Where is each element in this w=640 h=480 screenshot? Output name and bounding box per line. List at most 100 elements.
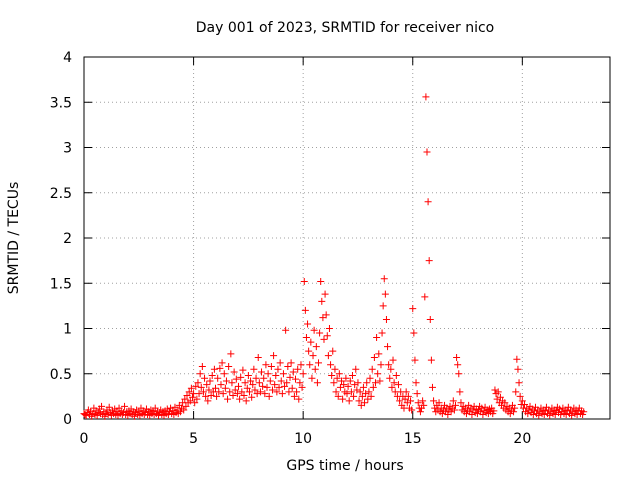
data-point bbox=[535, 411, 543, 419]
data-point bbox=[186, 397, 194, 405]
data-point bbox=[381, 290, 389, 298]
data-point bbox=[263, 383, 271, 391]
data-point bbox=[227, 350, 235, 358]
data-point bbox=[241, 379, 249, 387]
data-point bbox=[251, 386, 259, 394]
data-point bbox=[384, 343, 392, 351]
data-point bbox=[273, 388, 281, 396]
data-point bbox=[215, 388, 223, 396]
data-point bbox=[206, 377, 214, 385]
data-point bbox=[562, 410, 570, 418]
data-point bbox=[348, 372, 356, 380]
data-point bbox=[345, 397, 353, 405]
data-point bbox=[350, 392, 358, 400]
data-point bbox=[518, 397, 526, 405]
data-point bbox=[387, 365, 395, 373]
y-tick-label: 3.5 bbox=[50, 95, 72, 111]
y-tick-label: 3 bbox=[63, 141, 72, 157]
data-point bbox=[295, 395, 303, 403]
data-point bbox=[283, 379, 291, 387]
data-point bbox=[414, 399, 422, 407]
data-point bbox=[343, 390, 351, 398]
data-point bbox=[289, 368, 297, 376]
data-point bbox=[409, 305, 417, 313]
data-point bbox=[173, 406, 181, 414]
data-point bbox=[232, 375, 240, 383]
data-point bbox=[204, 397, 212, 405]
y-axis-label: SRMTID / TECUs bbox=[6, 182, 22, 295]
x-tick-label: 10 bbox=[294, 431, 312, 447]
data-point bbox=[180, 406, 188, 414]
data-point bbox=[421, 293, 429, 301]
data-point bbox=[428, 383, 436, 391]
data-point bbox=[299, 370, 307, 378]
x-tick-label: 5 bbox=[189, 431, 198, 447]
data-point bbox=[218, 359, 226, 367]
axis-ticks: 0 5 10 15 20 0 0.5 1 1.5 2 2.5 3 3.5 4 bbox=[50, 50, 610, 447]
data-point bbox=[351, 381, 359, 389]
data-point bbox=[385, 361, 393, 369]
data-point bbox=[278, 390, 286, 398]
data-point bbox=[392, 372, 400, 380]
data-point bbox=[386, 374, 394, 382]
data-point bbox=[361, 399, 369, 407]
data-point bbox=[183, 391, 191, 399]
data-point bbox=[261, 390, 269, 398]
data-point bbox=[404, 392, 412, 400]
data-point bbox=[279, 370, 287, 378]
data-point bbox=[365, 388, 373, 396]
data-point bbox=[192, 382, 200, 390]
data-point bbox=[196, 370, 204, 378]
data-point bbox=[359, 383, 367, 391]
grid-lines bbox=[84, 57, 610, 419]
data-point bbox=[427, 356, 435, 364]
data-point bbox=[265, 392, 273, 400]
data-point bbox=[327, 361, 335, 369]
data-point bbox=[456, 388, 464, 396]
data-point bbox=[329, 347, 337, 355]
data-points bbox=[80, 93, 588, 420]
data-point bbox=[252, 374, 260, 382]
data-point bbox=[253, 390, 261, 398]
data-point bbox=[277, 377, 285, 385]
data-point bbox=[416, 408, 424, 416]
data-point bbox=[524, 410, 532, 418]
data-point bbox=[363, 379, 371, 387]
data-point bbox=[516, 392, 524, 400]
data-point bbox=[344, 382, 352, 390]
data-point bbox=[454, 361, 462, 369]
data-point bbox=[355, 397, 363, 405]
data-point bbox=[193, 395, 201, 403]
data-point bbox=[281, 382, 289, 390]
y-tick-label: 0 bbox=[63, 412, 72, 428]
data-point bbox=[330, 379, 338, 387]
data-point bbox=[151, 404, 159, 412]
data-point bbox=[233, 390, 241, 398]
data-point bbox=[98, 402, 106, 410]
data-point bbox=[308, 374, 316, 382]
data-point bbox=[379, 302, 387, 310]
data-point bbox=[473, 410, 481, 418]
data-point bbox=[338, 377, 346, 385]
data-point bbox=[197, 383, 205, 391]
data-point bbox=[235, 382, 243, 390]
data-point bbox=[310, 326, 318, 334]
data-point bbox=[198, 363, 206, 371]
data-point bbox=[286, 373, 294, 381]
y-tick-label: 1.5 bbox=[50, 276, 72, 292]
data-point bbox=[307, 338, 315, 346]
chart-title: Day 001 of 2023, SRMTID for receiver nic… bbox=[196, 20, 494, 36]
data-point bbox=[315, 359, 323, 367]
x-axis-label: GPS time / hours bbox=[286, 458, 403, 474]
data-point bbox=[254, 353, 262, 361]
data-point bbox=[426, 315, 434, 323]
data-point bbox=[208, 372, 216, 380]
data-point bbox=[332, 388, 340, 396]
data-point bbox=[276, 359, 284, 367]
data-point bbox=[296, 379, 304, 387]
data-point bbox=[255, 379, 263, 387]
data-point bbox=[309, 352, 317, 360]
data-point bbox=[546, 411, 554, 419]
data-point bbox=[264, 370, 272, 378]
data-point bbox=[389, 356, 397, 364]
